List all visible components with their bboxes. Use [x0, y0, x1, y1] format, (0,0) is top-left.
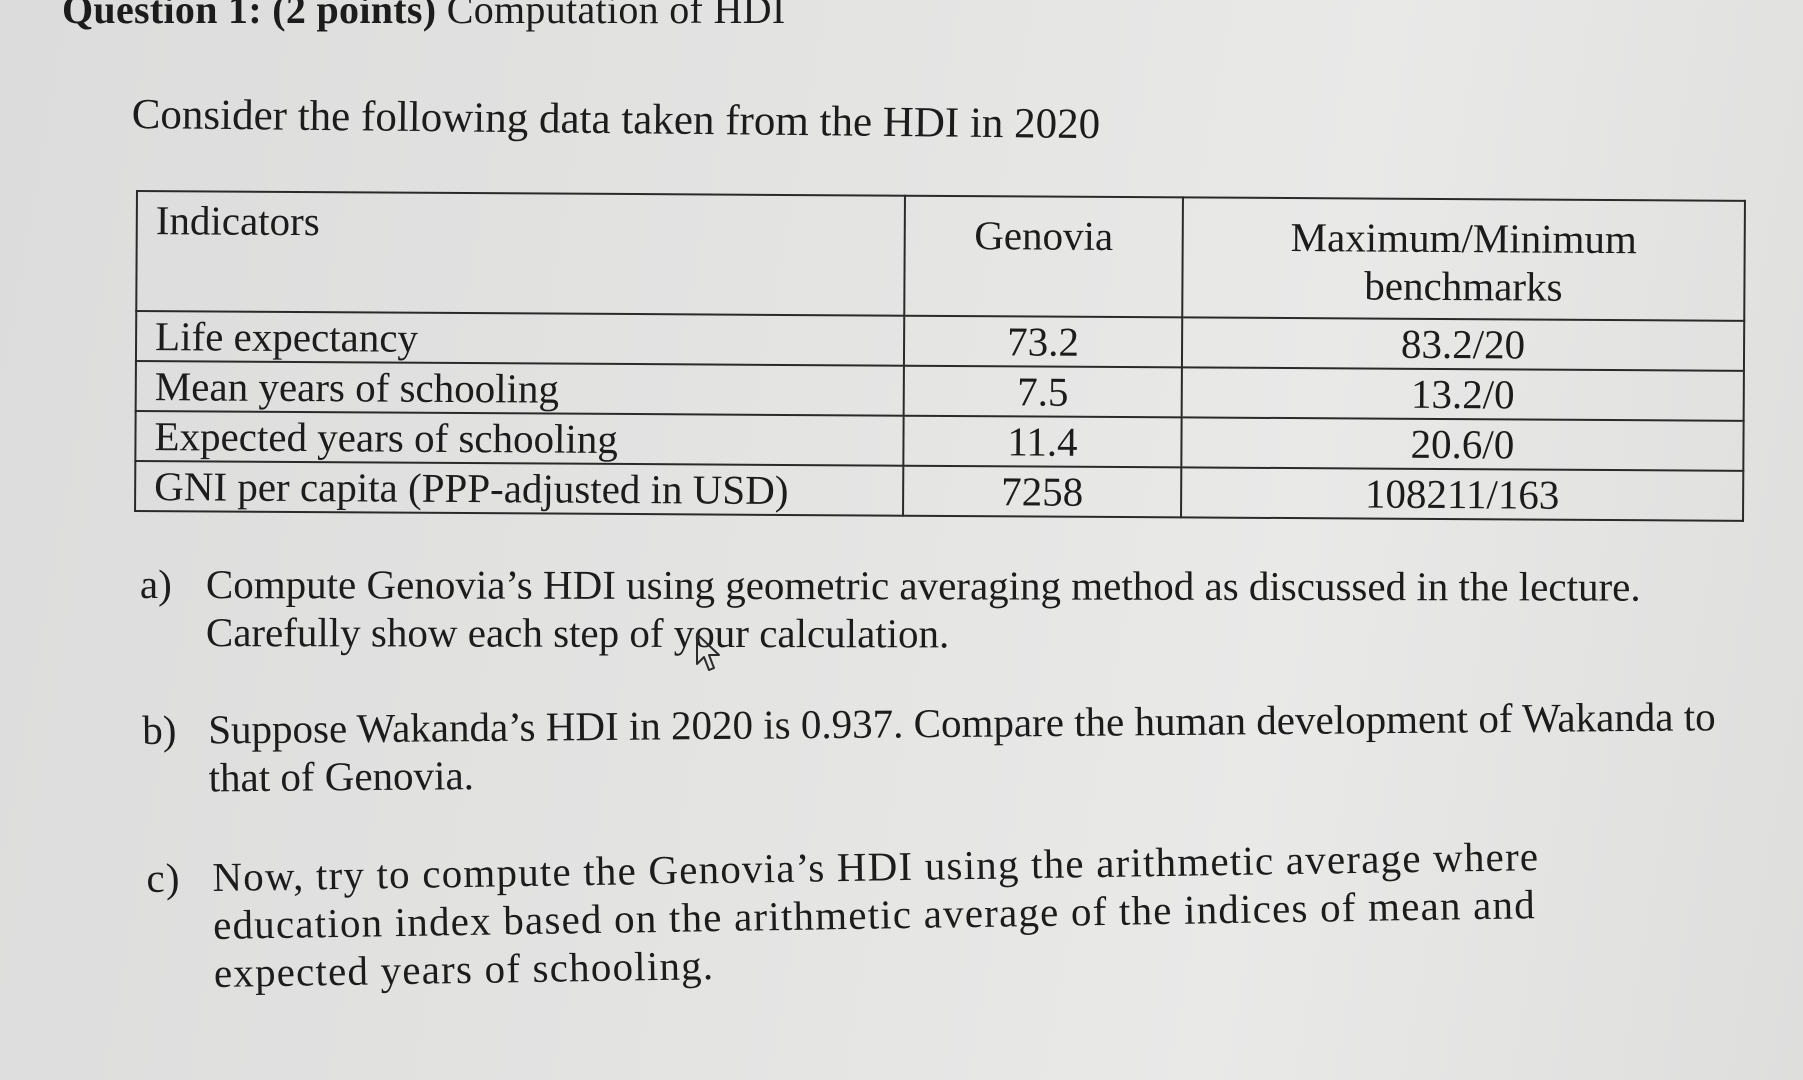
indicator-cell: GNI per capita (PPP-adjusted in USD): [135, 461, 904, 516]
benchmark-cell: 13.2/0: [1181, 367, 1744, 421]
question-part-a: a) Compute Genovia’s HDI using geometric…: [140, 560, 1730, 659]
question-marker: c): [146, 854, 181, 901]
table-row: GNI per capita (PPP-adjusted in USD) 725…: [135, 461, 1744, 521]
indicator-cell: Life expectancy: [135, 311, 905, 366]
value-cell: 73.2: [903, 315, 1183, 368]
value-cell: 7258: [903, 465, 1182, 518]
question-heading: Question 1: (2 points) Computation of HD…: [62, 0, 785, 33]
indicator-cell: Expected years of schooling: [135, 411, 904, 466]
benchmark-cell: 108211/163: [1181, 467, 1744, 521]
benchmark-cell: 83.2/20: [1181, 317, 1745, 371]
question-number: Question 1: (2 points): [62, 0, 437, 32]
hdi-data-table: Indicators Genovia Maximum/Minimum bench…: [134, 190, 1746, 522]
benchmark-cell: 20.6/0: [1181, 417, 1744, 471]
indicator-cell: Mean years of schooling: [135, 361, 904, 416]
question-title: Computation of HDI: [446, 0, 786, 32]
table-header-row: Indicators Genovia Maximum/Minimum bench…: [136, 191, 1745, 321]
value-cell: 11.4: [903, 415, 1182, 468]
question-part-b: b) Suppose Wakanda’s HDI in 2020 is 0.93…: [142, 692, 1743, 802]
question-marker: a): [139, 561, 172, 608]
question-marker: b): [142, 706, 177, 753]
mouse-pointer-icon: [696, 633, 720, 671]
question-part-c: c) Now, try to compute the Genovia’s HDI…: [146, 830, 1678, 998]
question-text: Compute Genovia’s HDI using geometric av…: [205, 561, 1641, 657]
header-genovia: Genovia: [904, 195, 1183, 318]
question-text: Now, try to compute the Genovia’s HDI us…: [212, 833, 1540, 996]
intro-text: Consider the following data taken from t…: [131, 90, 1101, 149]
value-cell: 7.5: [903, 365, 1182, 418]
question-text: Suppose Wakanda’s HDI in 2020 is 0.937. …: [208, 693, 1716, 801]
header-benchmarks: Maximum/Minimum benchmarks: [1182, 197, 1745, 321]
header-indicators: Indicators: [136, 191, 905, 316]
